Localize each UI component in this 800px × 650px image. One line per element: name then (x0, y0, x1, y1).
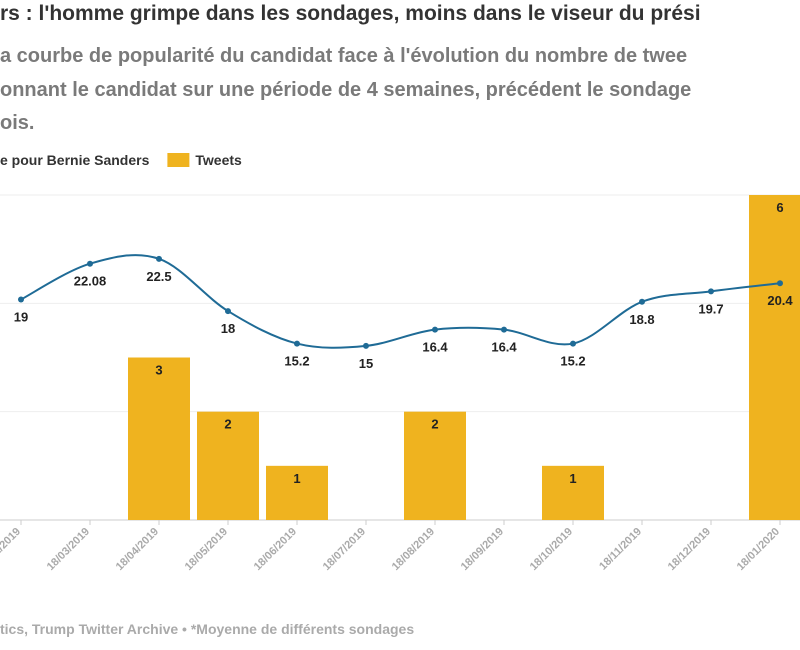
bar (266, 465, 328, 520)
point-label: 18.8 (629, 312, 654, 327)
subtitle: onnant le candidat sur une période de 4 … (0, 79, 691, 101)
line (20, 254, 781, 349)
x-tick-label: 18/05/2019 (183, 526, 230, 573)
legend-label: e pour Bernie Sanders (0, 152, 150, 168)
point-label: 15.2 (284, 354, 309, 369)
point-label: 22.08 (74, 274, 107, 289)
x-tick-label: 18/03/2019 (45, 526, 92, 573)
x-tick-label: 18/09/2019 (459, 526, 506, 573)
x-tick-label: 18/07/2019 (321, 526, 368, 573)
x-tick-label: 18/08/2019 (390, 526, 437, 573)
point-label: 20.4 (767, 293, 793, 308)
point (156, 255, 162, 262)
point (639, 298, 645, 305)
bar (749, 195, 800, 520)
point-label: 19 (14, 309, 28, 324)
point-label: 19.7 (698, 301, 723, 316)
bar-label: 2 (224, 417, 231, 432)
point (501, 326, 507, 333)
point-label: 18 (221, 321, 235, 336)
legend-label: Tweets (195, 152, 242, 168)
bar (404, 411, 466, 520)
bar (197, 411, 259, 520)
point-label: 16.4 (422, 340, 448, 355)
bar-label: 1 (569, 471, 576, 486)
point (570, 340, 576, 347)
bar-label: 3 (155, 363, 162, 378)
subtitle: a courbe de popularité du candidat face … (0, 45, 687, 67)
x-tick-label: 18/11/2019 (597, 526, 644, 573)
subtitle: ois. (0, 112, 34, 134)
x-tick-label: 18/01/2020 (735, 526, 782, 573)
point (87, 260, 93, 267)
legend-swatch (167, 153, 190, 167)
point (432, 326, 438, 333)
x-tick-label: 18/02/2019 (0, 526, 23, 573)
bar (542, 465, 604, 520)
point (225, 308, 231, 315)
point-label: 15.2 (560, 354, 585, 369)
bar-label: 2 (431, 417, 438, 432)
bar-label: 1 (293, 471, 300, 486)
point (777, 280, 783, 287)
point (294, 340, 300, 347)
point (363, 342, 369, 349)
chart-title: rs : l'homme grimpe dans les sondages, m… (0, 2, 701, 25)
x-tick-label: 18/12/2019 (666, 526, 713, 573)
bar (128, 357, 190, 520)
point (18, 296, 24, 303)
point (708, 288, 714, 295)
point-label: 15 (359, 356, 373, 371)
bar-label: 6 (776, 200, 783, 215)
x-tick-label: 18/06/2019 (252, 526, 299, 573)
x-tick-label: 18/10/2019 (528, 526, 575, 573)
source: tics, Trump Twitter Archive • *Moyenne d… (0, 621, 414, 637)
x-tick-label: 18/04/2019 (114, 526, 161, 573)
point-label: 16.4 (491, 340, 517, 355)
point-label: 22.5 (146, 269, 171, 284)
